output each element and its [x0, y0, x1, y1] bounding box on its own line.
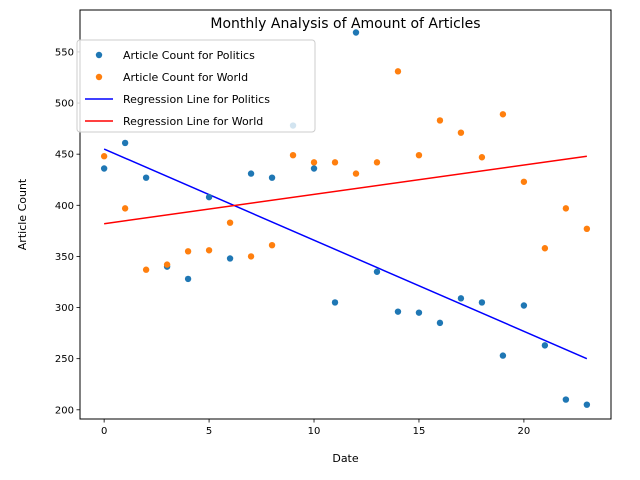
- data-point-politics: [583, 401, 591, 408]
- legend: Article Count for Politics Article Count…: [76, 39, 316, 133]
- legend-marker-politics: [95, 51, 103, 59]
- data-point-world: [226, 219, 234, 226]
- legend-marker-world: [95, 73, 103, 81]
- y-tick-label: 450: [55, 150, 74, 161]
- data-point-politics: [478, 299, 486, 306]
- data-point-world: [247, 253, 255, 260]
- data-point-world: [310, 159, 318, 166]
- y-tick-label: 500: [55, 99, 74, 110]
- x-tick-label: 0: [101, 426, 107, 437]
- data-point-world: [520, 178, 528, 185]
- data-point-politics: [268, 174, 276, 181]
- legend-box: [76, 39, 316, 133]
- data-point-politics: [310, 165, 318, 172]
- chart-title: Monthly Analysis of Amount of Articles: [210, 16, 480, 32]
- regression-line-politics: [103, 148, 588, 360]
- legend-label-regression-world: Regression Line for World: [123, 115, 263, 128]
- plot-content: [100, 29, 591, 408]
- data-point-politics: [184, 275, 192, 283]
- data-point-politics: [142, 174, 150, 181]
- y-axis-label: Article Count: [16, 178, 29, 250]
- data-point-politics: [247, 170, 255, 177]
- x-tick-label: 20: [518, 426, 531, 437]
- data-point-world: [436, 117, 444, 124]
- data-point-world: [163, 261, 171, 268]
- data-point-politics: [121, 139, 129, 147]
- data-point-politics: [100, 165, 108, 172]
- data-point-politics: [562, 396, 570, 403]
- data-point-politics: [226, 255, 234, 262]
- y-tick-label: 300: [55, 303, 74, 314]
- data-point-politics: [436, 319, 444, 327]
- x-tick-label: 5: [206, 426, 212, 437]
- x-axis-label: Date: [332, 452, 359, 465]
- data-point-politics: [415, 309, 423, 316]
- y-tick-label: 250: [55, 354, 74, 365]
- legend-label-regression-politics: Regression Line for Politics: [123, 93, 270, 106]
- data-point-world: [331, 159, 339, 166]
- data-point-world: [352, 170, 360, 177]
- data-point-world: [562, 205, 570, 212]
- data-point-politics: [373, 268, 381, 275]
- x-tick-label: 15: [413, 426, 426, 437]
- data-point-world: [415, 151, 423, 159]
- y-tick-label: 200: [55, 405, 74, 416]
- data-point-politics: [394, 308, 402, 315]
- data-point-politics: [352, 29, 360, 36]
- data-point-world: [289, 151, 297, 159]
- data-point-world: [394, 68, 402, 75]
- data-point-politics: [457, 295, 465, 302]
- data-point-world: [541, 245, 549, 252]
- data-point-world: [142, 266, 150, 273]
- regression-line-world: [104, 155, 587, 225]
- y-tick-label: 550: [55, 47, 74, 58]
- data-point-world: [373, 159, 381, 166]
- data-point-world: [499, 111, 507, 118]
- data-point-politics: [520, 302, 528, 309]
- data-point-world: [205, 247, 213, 254]
- data-point-world: [478, 154, 486, 161]
- data-point-politics: [331, 299, 339, 306]
- plot-frame: [79, 9, 612, 420]
- y-tick-label: 400: [55, 201, 74, 212]
- data-point-world: [121, 205, 129, 212]
- y-axis-ticks: 200 250 300 350 400 450 500 550: [55, 47, 80, 416]
- legend-label-world: Article Count for World: [123, 71, 248, 84]
- data-point-world: [184, 248, 192, 255]
- data-point-world: [100, 153, 108, 160]
- data-point-politics: [541, 342, 549, 349]
- x-axis-ticks: 0 5 10 15 20: [101, 419, 530, 437]
- data-point-world: [268, 241, 276, 249]
- legend-label-politics: Article Count for Politics: [123, 49, 255, 62]
- y-tick-label: 350: [55, 252, 74, 263]
- data-point-politics: [499, 352, 507, 359]
- data-point-world: [457, 129, 465, 136]
- data-point-politics: [205, 193, 213, 201]
- data-point-world: [583, 225, 591, 233]
- x-tick-label: 10: [308, 426, 321, 437]
